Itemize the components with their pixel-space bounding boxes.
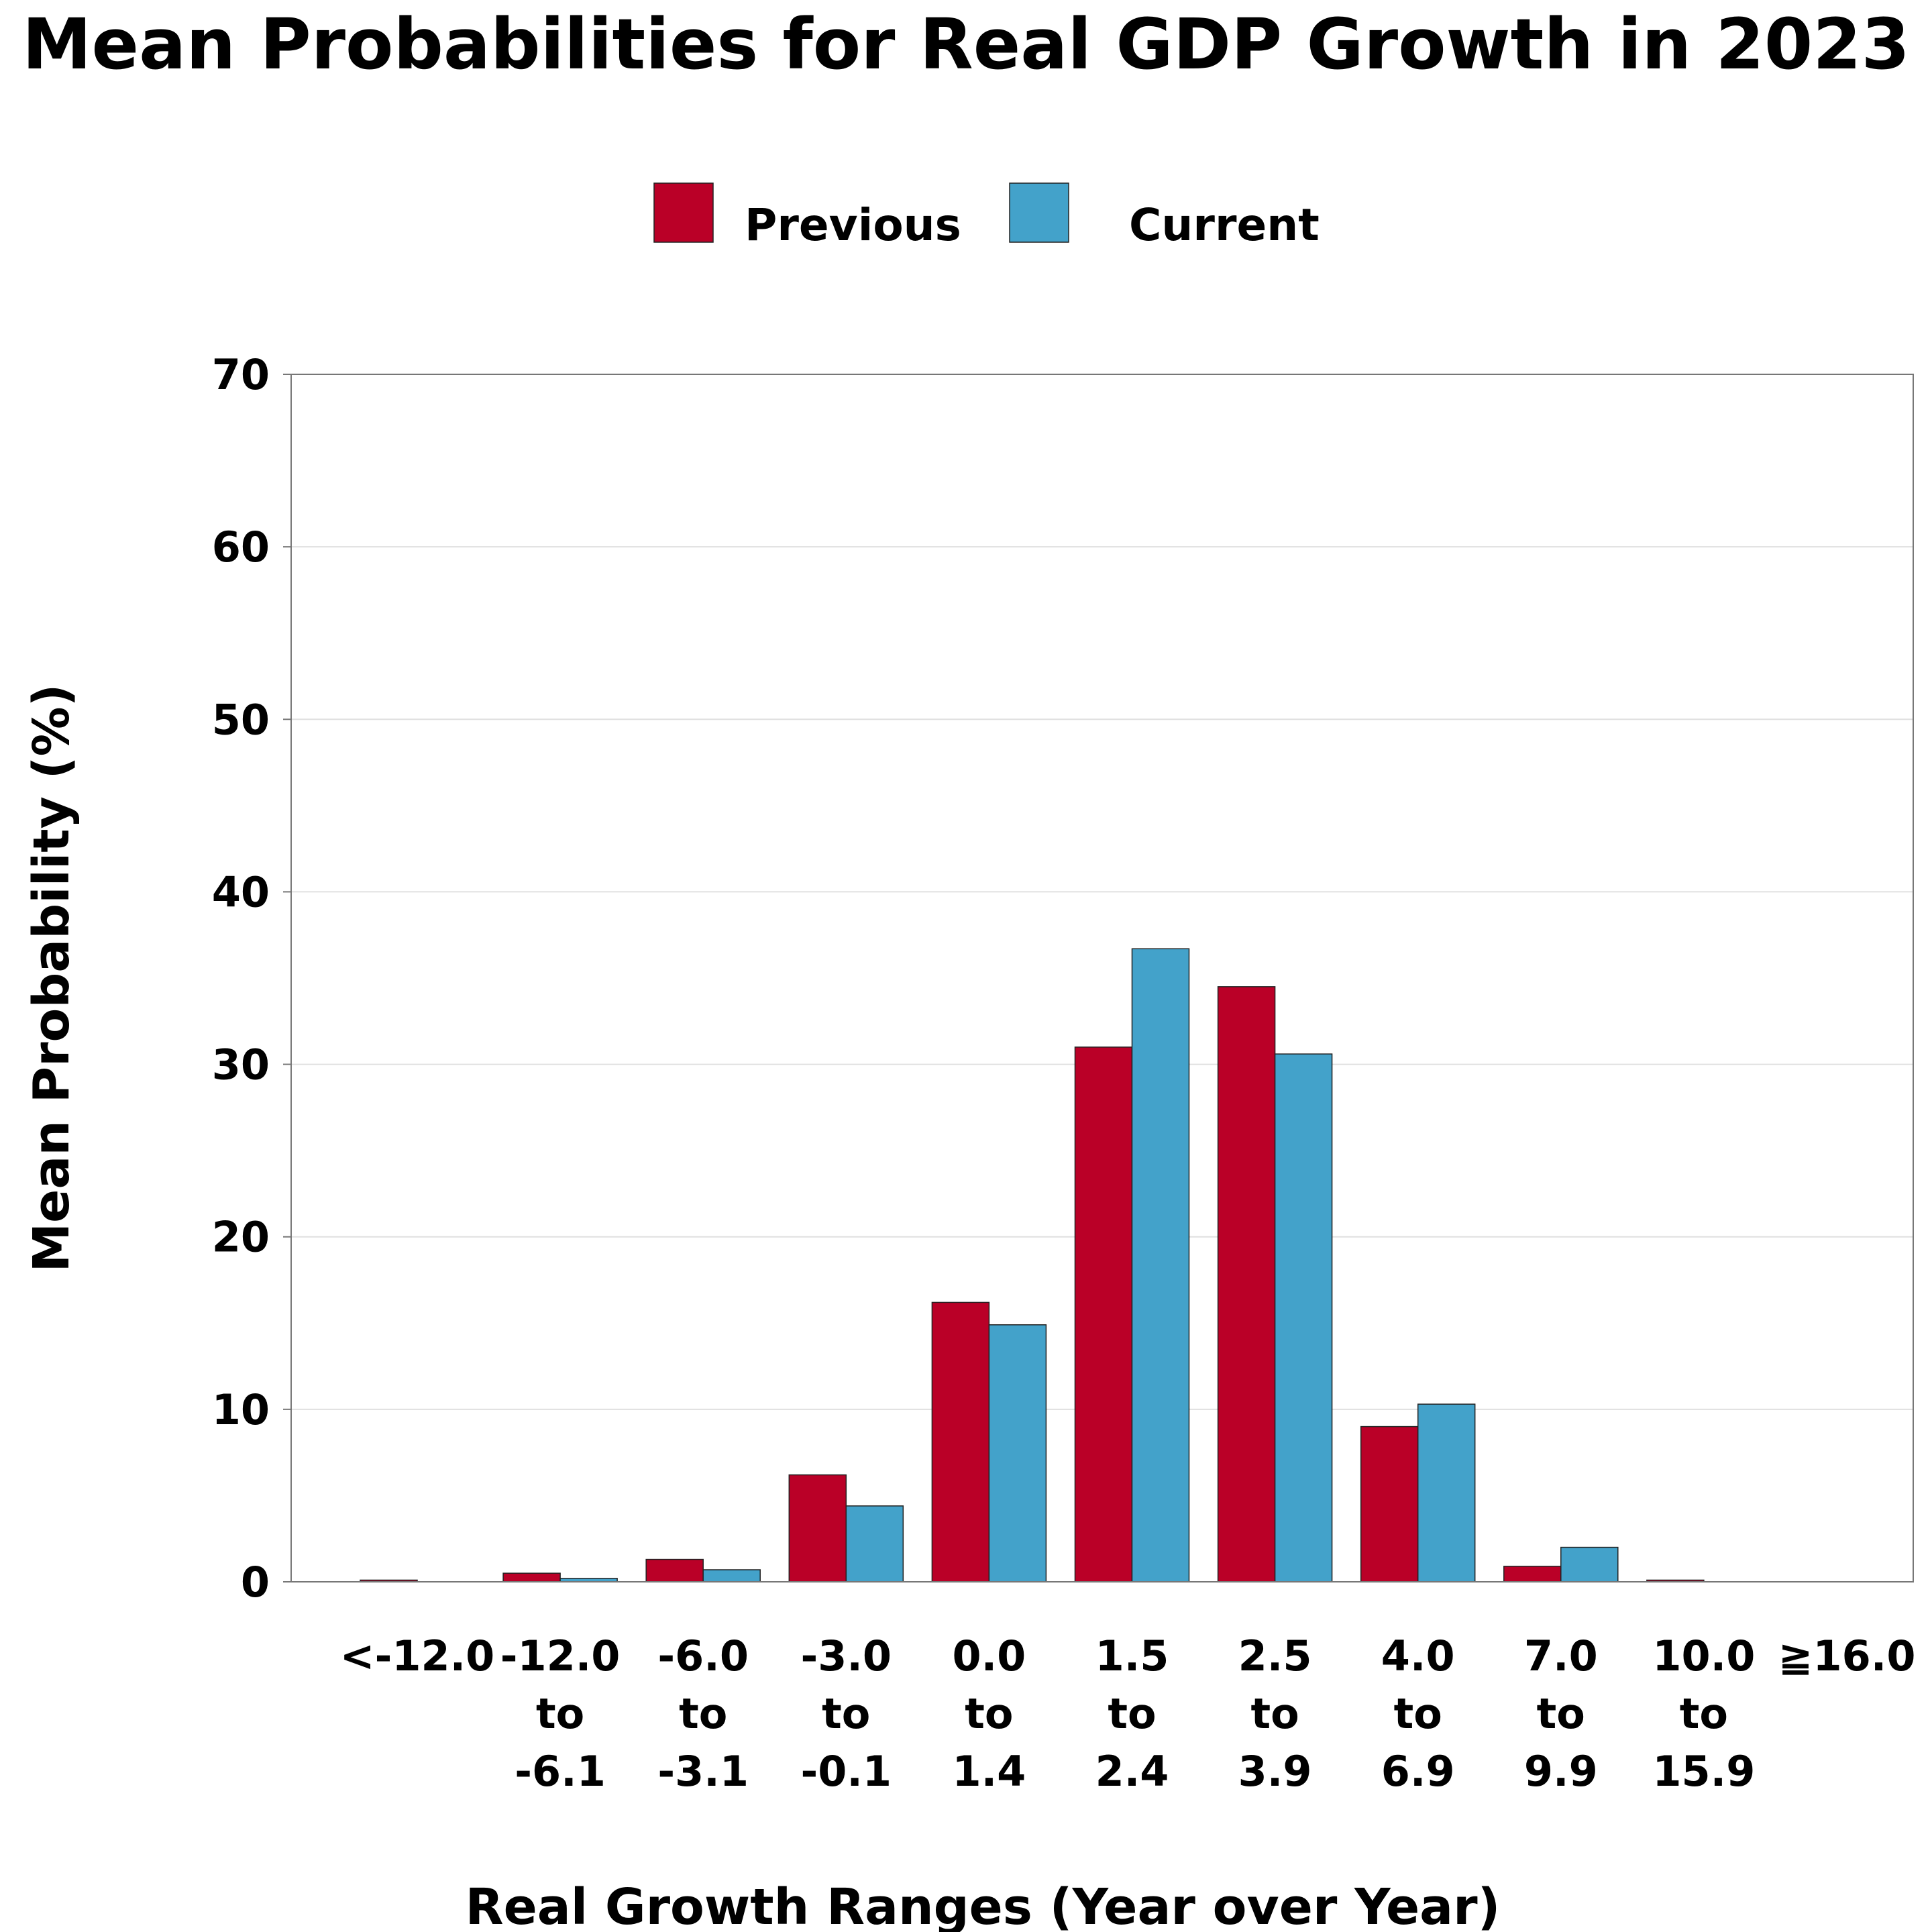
bar-current [1417, 1403, 1476, 1582]
x-tick-label: -6.0 to -3.1 [657, 1631, 749, 1796]
bar-previous [1360, 1426, 1419, 1582]
x-tick-label: ≧16.0 [1778, 1631, 1916, 1680]
chart-title: Mean Probabilities for Real GDP Growth i… [22, 3, 1910, 85]
x-tick-label: 7.0 to 9.9 [1524, 1631, 1598, 1796]
x-tick-label: -3.0 to -0.1 [801, 1631, 892, 1796]
bars [360, 948, 1705, 1582]
bar-current [702, 1569, 761, 1582]
x-tick-label: 2.5 to 3.9 [1238, 1631, 1312, 1796]
y-tick-label: 60 [212, 523, 270, 572]
bar-previous [788, 1474, 847, 1582]
plot-frame [290, 374, 1914, 1582]
y-tick-label: 30 [212, 1040, 270, 1089]
y-tick-label: 50 [212, 695, 270, 744]
x-tick-label: 1.5 to 2.4 [1095, 1631, 1169, 1796]
x-tick-label: <-12.0 [340, 1631, 495, 1680]
legend-label-current: Current [1129, 199, 1320, 251]
y-tick-label: 70 [212, 350, 270, 399]
x-axis-title: Real Growth Ranges (Year over Year) [466, 1878, 1501, 1932]
bar-current [988, 1324, 1047, 1582]
bar-previous [645, 1558, 704, 1582]
bar-current [845, 1505, 904, 1582]
x-axis-ticks: <-12.0 -12.0 to -6.1 -6.0 to -3.1 -3.0 to -0.1 0.0… [340, 1631, 1916, 1796]
legend-swatch-current [1009, 182, 1069, 243]
y-axis-ticks: 0 10 20 30 40 50 60 70 [212, 350, 291, 1607]
y-axis-title: Mean Probability (%) [23, 684, 80, 1273]
x-tick-label: 0.0 to 1.4 [952, 1631, 1026, 1796]
bar-previous [931, 1301, 990, 1582]
y-tick-label: 0 [241, 1558, 270, 1607]
legend-label-previous: Previous [745, 199, 961, 251]
bar-current [1274, 1053, 1333, 1582]
x-tick-label: 10.0 to 15.9 [1652, 1631, 1755, 1796]
legend-swatch-previous [653, 182, 714, 243]
bar-current [1131, 948, 1190, 1582]
bar-previous [1503, 1566, 1562, 1582]
x-tick-label: -12.0 to -6.1 [500, 1631, 621, 1796]
bar-previous [502, 1572, 561, 1582]
x-tick-label: 4.0 to 6.9 [1381, 1631, 1455, 1796]
y-tick-label: 40 [212, 867, 270, 916]
bar-previous [1217, 986, 1276, 1582]
y-tick-label: 10 [212, 1385, 270, 1434]
bar-current [1560, 1546, 1619, 1582]
legend: Previous Current [653, 182, 1320, 251]
bar-previous [1074, 1046, 1133, 1582]
y-tick-label: 20 [212, 1213, 270, 1262]
